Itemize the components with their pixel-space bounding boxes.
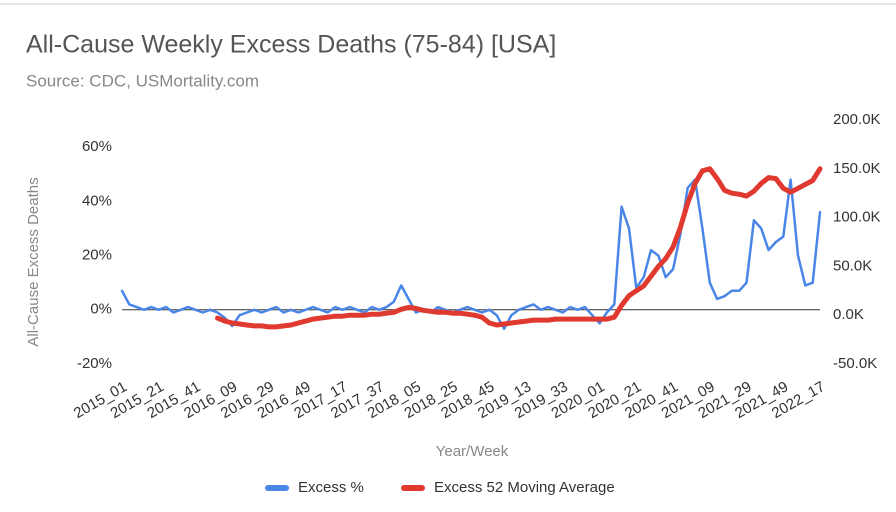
legend-label: Excess 52 Moving Average xyxy=(434,479,615,496)
series-line xyxy=(215,166,823,330)
y-tick-label: 40% xyxy=(82,192,112,209)
y2-tick-label: 200.0K xyxy=(833,111,881,128)
y-tick-label: 20% xyxy=(82,247,112,264)
y-axis-title: All-Cause Excess Deaths xyxy=(25,177,42,346)
y2-tick-label: 150.0K xyxy=(833,160,881,177)
x-axis-title: Year/Week xyxy=(436,443,509,460)
y2-tick-label: 100.0K xyxy=(833,209,881,226)
y-tick-label: 0% xyxy=(90,301,112,318)
y2-tick-label: 50.0K xyxy=(833,257,872,274)
legend-label: Excess % xyxy=(298,479,364,496)
y-tick-label: 60% xyxy=(82,138,112,155)
y-tick-label: -20% xyxy=(77,355,112,372)
y2-tick-label: -50.0K xyxy=(833,355,877,372)
y2-tick-label: 0.0K xyxy=(833,306,864,323)
series-line xyxy=(120,178,822,331)
chart-subtitle: Source: CDC, USMortality.com xyxy=(26,71,259,90)
chart-title: All-Cause Weekly Excess Deaths (75-84) [… xyxy=(26,31,556,59)
